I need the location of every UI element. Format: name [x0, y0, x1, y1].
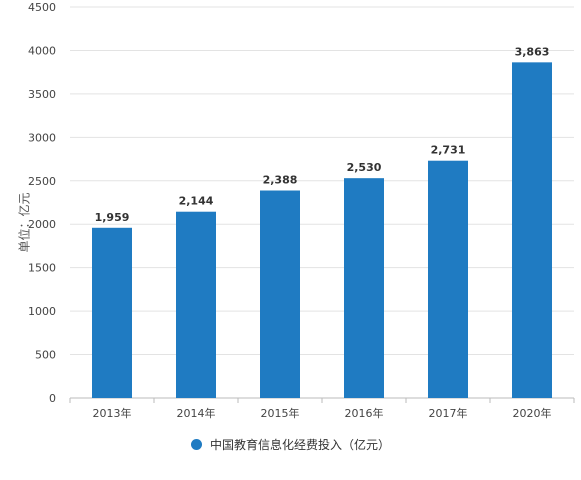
data-label: 3,863: [515, 45, 550, 58]
data-label: 2,144: [179, 195, 214, 208]
y-tick-label: 3000: [28, 131, 56, 144]
bar: [512, 62, 552, 399]
y-tick-label: 2000: [28, 218, 56, 231]
y-tick-label: 0: [49, 392, 56, 405]
bar: [92, 227, 132, 398]
y-tick-label: 3500: [28, 88, 56, 101]
y-tick-label: 4000: [28, 44, 56, 57]
legend-swatch: [190, 439, 202, 450]
y-tick-label: 2500: [28, 175, 56, 188]
x-tick-label: 2020年: [513, 406, 552, 420]
x-tick-label: 2017年: [429, 406, 468, 420]
x-tick-label: 2014年: [177, 406, 216, 420]
data-label: 1,959: [95, 211, 130, 224]
y-tick-label: 1500: [28, 262, 56, 275]
bar: [176, 211, 216, 398]
x-tick-label: 2013年: [93, 406, 132, 420]
data-label: 2,388: [263, 174, 298, 187]
y-tick-label: 1000: [28, 305, 56, 318]
y-tick-label: 500: [35, 349, 56, 362]
bar: [344, 178, 384, 398]
data-label: 2,530: [347, 161, 382, 174]
bar: [428, 160, 468, 398]
bar: [260, 190, 300, 398]
y-axis-label: 单位：亿元: [17, 192, 32, 253]
data-label: 2,731: [431, 144, 466, 157]
legend-label: 中国教育信息化经费投入（亿元）: [209, 438, 390, 452]
legend[interactable]: 中国教育信息化经费投入（亿元）: [0, 436, 581, 453]
x-tick-label: 2016年: [345, 406, 384, 420]
x-tick-label: 2015年: [261, 406, 300, 420]
y-tick-label: 4500: [28, 1, 56, 14]
